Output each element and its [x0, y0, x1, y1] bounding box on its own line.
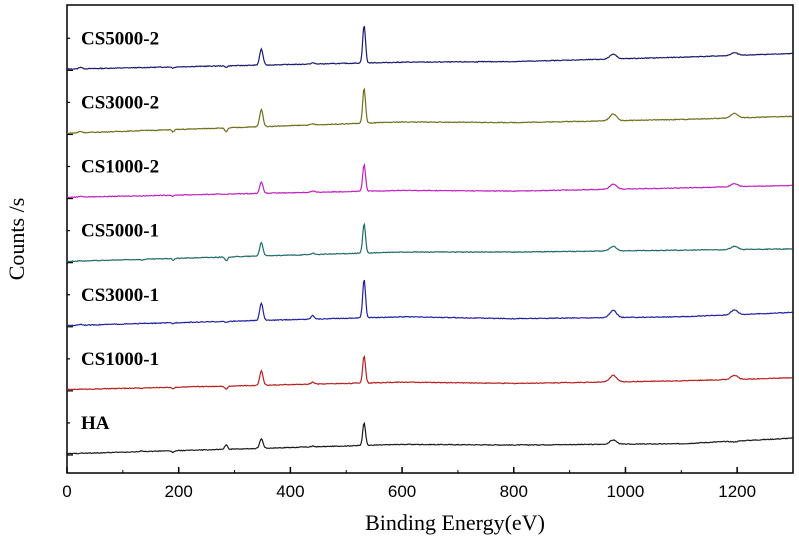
x-tick-label: 400: [276, 482, 304, 501]
series-line-cs1000-1: [66, 354, 793, 391]
plot-frame: [66, 4, 794, 474]
series-line-ha: [66, 421, 793, 455]
series-line-cs5000-1: [66, 222, 793, 263]
series-label: HA: [81, 413, 110, 434]
series-label: CS1000-2: [81, 157, 159, 178]
series-line-cs5000-2: [66, 25, 793, 70]
series-line-cs3000-1: [66, 279, 793, 327]
x-axis-title: Binding Energy(eV): [365, 510, 545, 535]
x-tick-label: 1000: [607, 482, 645, 501]
x-tick-label: 1200: [718, 482, 756, 501]
series-label: CS5000-2: [81, 28, 159, 49]
series-label: CS5000-1: [81, 221, 159, 242]
x-axis-ticks: 0 200 400 600 800 1000 1200: [62, 467, 756, 501]
y-axis-title: Counts /s: [4, 198, 29, 281]
series-label: CS3000-2: [81, 92, 159, 113]
x-tick-label: 600: [388, 482, 416, 501]
series-labels: CS5000-2 CS3000-2 CS1000-2 CS5000-1 CS3000-1…: [81, 28, 159, 434]
series-label: CS1000-1: [81, 349, 159, 370]
series-lines: [66, 25, 793, 455]
y-axis-ticks: [67, 37, 73, 456]
series-line-cs1000-2: [66, 162, 793, 199]
series-label: CS3000-1: [81, 285, 159, 306]
series-line-cs3000-2: [67, 87, 793, 135]
x-tick-label: 0: [62, 482, 71, 501]
x-tick-label: 800: [500, 482, 528, 501]
x-tick-label: 200: [165, 482, 193, 501]
